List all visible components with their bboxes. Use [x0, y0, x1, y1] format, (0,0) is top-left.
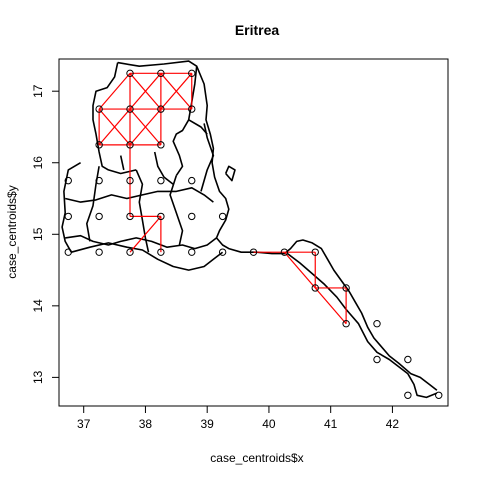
- centroid-point: [95, 141, 103, 149]
- centroid-point: [157, 69, 165, 78]
- neighbour-edge: [129, 72, 162, 110]
- y-axis-label: case_centroids$y: [5, 185, 19, 278]
- centroid-point: [157, 212, 165, 221]
- centroid-point: [404, 355, 412, 364]
- boundary-line: [195, 65, 438, 391]
- centroid-point: [188, 105, 196, 113]
- centroid-point: [157, 176, 165, 185]
- centroid-point: [126, 176, 134, 185]
- centroid-point: [126, 141, 134, 149]
- centroid-point: [342, 284, 350, 292]
- boundary-line: [135, 169, 150, 253]
- centroid-point: [95, 105, 103, 113]
- centroid-point: [311, 284, 319, 292]
- plot-frame: [58, 58, 449, 407]
- x-tick-label: 42: [386, 417, 400, 431]
- centroid-point: [342, 320, 350, 328]
- centroid-point: [95, 212, 103, 221]
- centroid-point: [188, 248, 196, 256]
- centroid-point: [64, 176, 72, 185]
- centroid-point: [188, 69, 196, 78]
- centroid-point: [373, 320, 381, 328]
- centroid-point: [64, 212, 72, 221]
- centroid-point: [126, 212, 134, 221]
- x-tick-label: 41: [324, 417, 338, 431]
- centroid-point: [280, 248, 289, 256]
- centroid-point: [404, 391, 412, 399]
- y-tick-label: 13: [31, 370, 45, 384]
- centroid-point: [218, 248, 227, 256]
- centroid-point: [435, 391, 443, 399]
- centroid-point: [188, 212, 196, 221]
- centroid-point: [126, 105, 134, 113]
- centroid-point: [157, 105, 165, 113]
- neighbour-edge: [283, 251, 347, 325]
- boundary-line: [169, 175, 184, 246]
- y-axis: 13 14 15 16 17: [31, 84, 60, 384]
- centroid-point: [157, 248, 165, 256]
- neighbour-edge: [129, 216, 162, 253]
- chart-title: Eritrea: [235, 22, 280, 38]
- y-tick-label: 15: [31, 227, 45, 241]
- centroid-point: [373, 355, 381, 364]
- boundary-line: [188, 119, 208, 135]
- y-tick-label: 14: [31, 299, 45, 313]
- y-tick-label: 17: [31, 84, 45, 98]
- region-boundaries: [61, 60, 438, 399]
- neighbour-edge: [98, 108, 131, 146]
- case-centroids: [64, 69, 443, 399]
- centroid-point: [218, 212, 227, 221]
- centroid-point: [157, 141, 165, 149]
- boundary-line: [119, 155, 125, 171]
- neighbour-edges: [98, 72, 347, 325]
- x-tick-label: 40: [262, 417, 276, 431]
- boundary-line: [71, 242, 224, 271]
- boundary-line: [153, 151, 174, 185]
- centroid-point: [249, 248, 258, 256]
- x-axis-label: case_centroids$x: [210, 451, 303, 465]
- boundary-line: [287, 252, 438, 399]
- boundary-line: [92, 62, 137, 175]
- x-axis: 37 38 39 40 41 42: [77, 405, 400, 431]
- centroid-point: [126, 69, 134, 78]
- centroid-point: [95, 248, 103, 256]
- boundary-line: [200, 123, 215, 192]
- boundary-line: [65, 187, 214, 203]
- x-tick-label: 37: [77, 417, 91, 431]
- neighbour-edge: [160, 72, 193, 110]
- boundary-line: [65, 234, 217, 250]
- x-tick-label: 39: [201, 417, 215, 431]
- centroid-point: [311, 248, 319, 256]
- y-tick-label: 16: [31, 156, 45, 170]
- x-tick-label: 38: [139, 417, 153, 431]
- centroid-point: [95, 176, 103, 185]
- centroid-point: [188, 176, 196, 185]
- boundary-line: [61, 162, 82, 253]
- boundary-line: [117, 60, 198, 177]
- neighbour-edge: [129, 108, 162, 146]
- centroid-point: [126, 248, 134, 256]
- neighbour-edge: [98, 72, 131, 110]
- centroid-point: [64, 248, 72, 256]
- boundary-line: [224, 165, 236, 182]
